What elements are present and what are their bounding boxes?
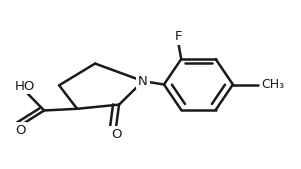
Text: CH₃: CH₃ <box>261 78 284 91</box>
Text: O: O <box>111 128 121 141</box>
Text: O: O <box>15 124 25 137</box>
Text: HO: HO <box>14 80 35 93</box>
Text: F: F <box>175 30 182 43</box>
Text: N: N <box>138 75 148 88</box>
